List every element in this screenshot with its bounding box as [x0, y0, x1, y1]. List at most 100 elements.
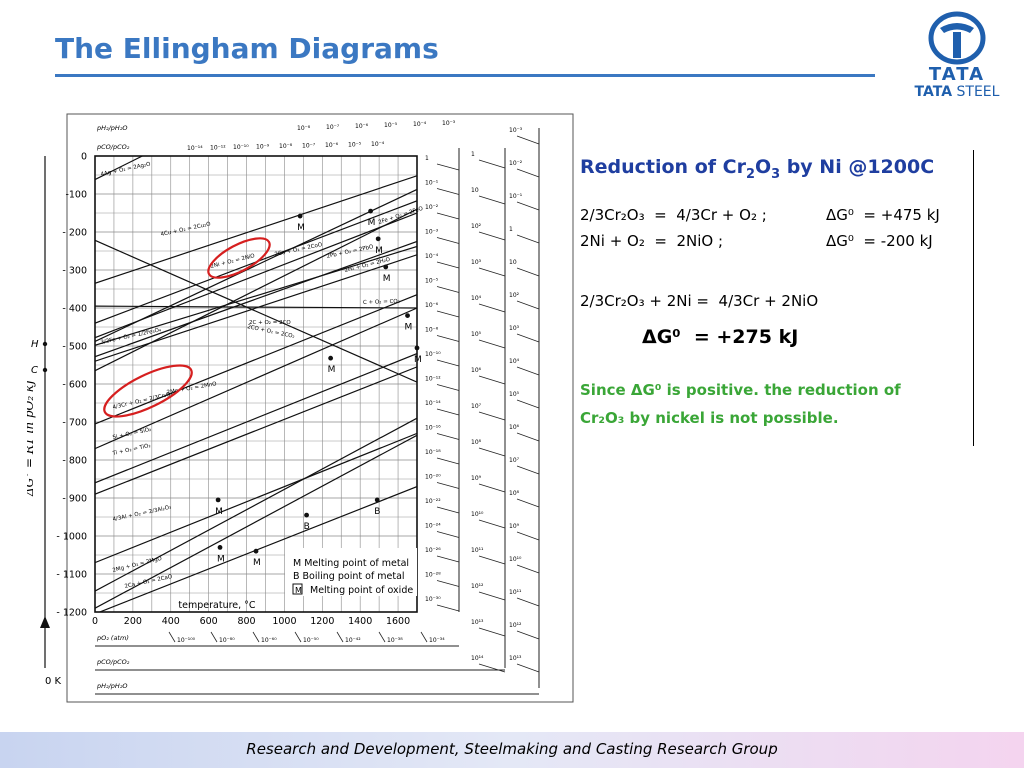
phase-point-label: M [328, 365, 336, 375]
plot-frame [94, 155, 418, 613]
right-scale-h2-value: 10¹⁰ [509, 556, 522, 563]
right-scale-o2-value: 10⁻¹⁸ [425, 449, 441, 456]
right-scale-co-tick [478, 447, 506, 457]
top-scale-co-value: 10⁻⁵ [348, 142, 362, 149]
h-point-marker [42, 341, 48, 347]
right-scale-co-value: 10¹¹ [471, 547, 484, 554]
right-scale-o2-tick [436, 310, 460, 318]
phase-point-marker [368, 208, 373, 214]
equation-cr2o3: 2/3Cr₂O₃ = 4/3Cr + O₂ ; ΔG⁰ = +475 kJ [580, 206, 940, 224]
right-scale-co-value: 10⁹ [471, 475, 482, 482]
x-tick-label: 1000 [272, 616, 296, 627]
reaction-label: 4Cu + O₂ = 2Cu₂O [160, 221, 212, 238]
right-scale-h2-tick [516, 498, 540, 508]
right-scale-o2-value: 10⁻¹⁰ [425, 351, 441, 358]
phase-point-marker [253, 548, 259, 554]
right-scale-co-value: 10³ [471, 259, 482, 266]
bottom-scale-o2-value: 10⁻⁶⁰ [261, 637, 277, 644]
right-scale-h2-value: 10⁴ [509, 358, 520, 365]
h-point-label: H [31, 339, 39, 350]
phase-point-label: M [383, 274, 391, 284]
bottom-scale-o2-values: 10⁻¹⁰⁰ 10⁻⁸⁰ 10⁻⁶⁰ 10⁻⁵⁰ 10⁻⁴² 10⁻³⁸ 10⁻³⁴ [95, 631, 539, 695]
footer-bar: Research and Development, Steelmaking an… [0, 732, 1024, 768]
tata-emblem-icon [928, 11, 986, 65]
right-scale-o2-tick [436, 555, 460, 563]
bottom-scale-o2-tick [336, 631, 344, 643]
top-scale-co-value: 10⁻⁶ [325, 142, 339, 149]
reaction-line [95, 240, 417, 358]
right-scale-h2-value: 10¹² [509, 622, 522, 629]
right-scale-h2-tick [516, 333, 540, 343]
y-tick-label: - 500 [62, 342, 87, 353]
top-scale-h2-label: pH₂/pH₂O [96, 124, 128, 132]
tata-steel-logo: TATA TATA STEEL [896, 10, 1018, 102]
right-scale-co-tick [478, 231, 506, 241]
bottom-scale-o2-value: 10⁻⁴² [345, 637, 361, 644]
phase-point-marker [383, 264, 389, 270]
right-scale-co-tick [478, 627, 506, 637]
right-scale-h2-tick [516, 663, 540, 673]
reaction-line [95, 254, 417, 362]
x-tick-labels: 0 200 400 600 800 1000 1200 1400 1600 [92, 616, 410, 627]
top-scale-h2-values: 10⁻⁸ 10⁻⁷ 10⁻⁶ 10⁻⁵ 10⁻⁴ 10⁻³ [297, 120, 456, 132]
reaction-line [95, 156, 143, 181]
phase-point-label: B [374, 507, 380, 517]
reaction-label: C + O₂ = CO₂ [363, 299, 400, 306]
phase-point-marker [215, 497, 221, 503]
bottom-scale-o2-tick [420, 631, 428, 643]
y-tick-label: - 300 [62, 266, 87, 277]
title-rule [55, 74, 875, 77]
right-scale-co-tick [478, 411, 506, 421]
legend-boiling-metal: B Boiling point of metal [293, 571, 405, 582]
right-scale-o2-value: 10⁻³⁰ [425, 596, 441, 603]
right-scale-h2-value: 10⁻² [509, 160, 523, 167]
phase-point-label: M [405, 323, 413, 333]
reaction-line [95, 417, 417, 592]
right-scale-o2-tick [436, 359, 460, 367]
top-scale-co-value: 10⁻⁷ [302, 143, 316, 150]
right-scale-h2-tick [516, 168, 540, 178]
reaction-label: 2Mg + O₂ = 2MgO [112, 556, 163, 574]
right-scale-h2-value: 10¹³ [509, 655, 522, 662]
right-scale-o2-value: 10⁻²⁴ [425, 523, 441, 530]
phase-point-label: M [414, 355, 422, 365]
right-scale-o2-value: 10⁻²⁸ [425, 572, 441, 579]
bottom-scale-o2-value: 10⁻³⁴ [429, 637, 445, 644]
c-point-label: C [31, 365, 38, 376]
right-scale-h2-tick [516, 300, 540, 310]
right-scale-co-value: 10⁸ [471, 439, 482, 446]
c-point-marker [42, 367, 48, 373]
right-scale-o2-value: 1 [425, 155, 429, 162]
logo-brand-top: TATA [928, 64, 986, 85]
phase-point-marker [405, 313, 410, 318]
right-scale-o2-tick [436, 604, 460, 612]
reaction-label: 2Co + O₂ = 2CoO [274, 242, 323, 258]
phase-change-points: M M M M M M M M B B M M [215, 208, 422, 568]
top-scale-h2-value: 10⁻⁵ [384, 122, 398, 129]
right-scale-co-tick [478, 159, 506, 169]
right-scale-h2-value: 10⁸ [509, 490, 520, 497]
zero-k-label: 0 K [45, 676, 62, 687]
y-tick-labels: 0 -100 - 200 - 300 - 400 - 500 - 600 - 700 - 800… [56, 152, 87, 619]
bottom-scale-o2-tick [252, 631, 260, 643]
x-axis-title: temperature, °C [178, 600, 256, 611]
right-scale-o2-value: 10⁻²² [425, 498, 441, 505]
reaction-label: 4/3Al + O₂ = 2/3Al₂O₃ [112, 505, 172, 523]
right-scale-o2-value: 10⁻²⁶ [425, 547, 441, 554]
right-scale-o2-tick [436, 188, 460, 195]
legend-melting-metal: M Melting point of metal [293, 558, 409, 569]
right-scale-o2-value: 10⁻²⁰ [425, 474, 441, 481]
phase-point-marker [375, 236, 381, 242]
right-scale-h2-tick [516, 597, 540, 607]
y-tick-label: - 1000 [56, 532, 87, 543]
reaction-line [95, 239, 417, 383]
right-scale-co-value: 10⁵ [471, 331, 482, 338]
right-scale-co-values: 1 10 10² 10³ 10⁴ 10⁵ 10⁶ 10⁷ 10⁸ 10⁹ 10¹⁰ 10¹¹ 10¹² 1… [471, 151, 506, 673]
y-tick-label: - 400 [62, 304, 87, 315]
reaction-label: 2CO + O₂ = 2CO₂ [247, 324, 295, 340]
reaction-line [95, 245, 417, 346]
right-scale-co-tick [478, 555, 506, 565]
overall-dg-result: ΔG⁰ = +275 kJ [642, 326, 799, 348]
top-scale-h2-value: 10⁻⁷ [326, 124, 340, 131]
right-scale-co-tick [478, 375, 506, 385]
